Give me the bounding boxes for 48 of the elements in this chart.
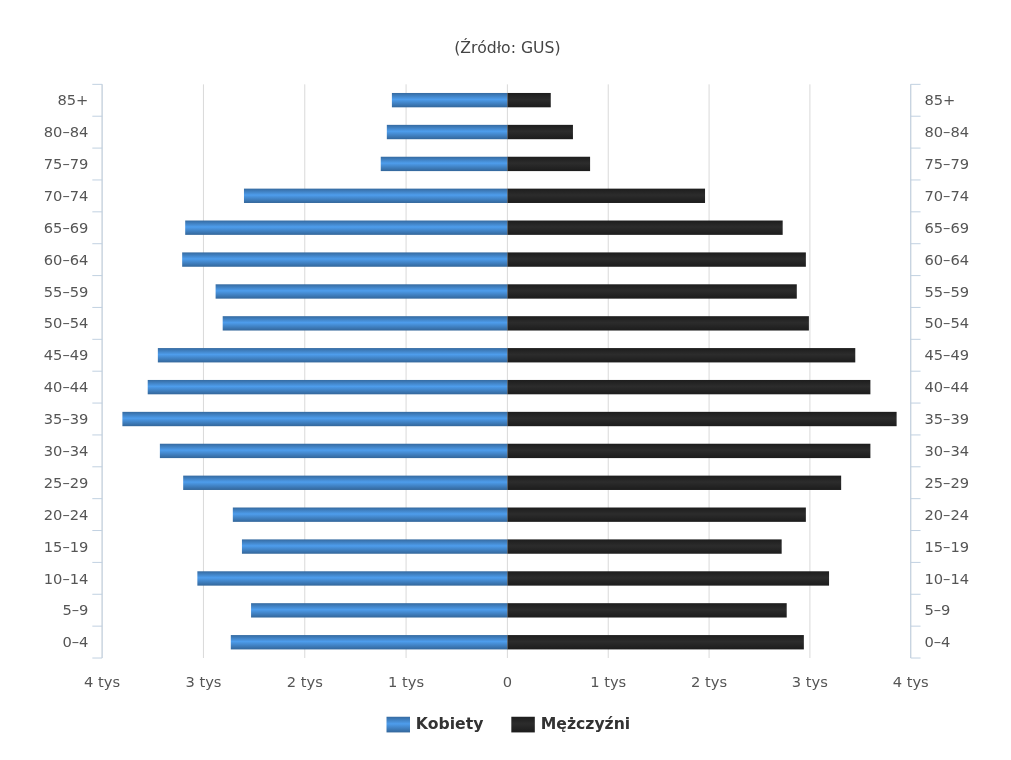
legend-label: Kobiety — [415, 714, 484, 734]
y-tick-label: 10–14 — [43, 569, 89, 587]
x-tick-label: 3 tys — [185, 673, 222, 691]
y-tick-label: 5–9 — [62, 601, 89, 619]
y-tick-label: 60–64 — [43, 250, 89, 268]
y-tick-label: 30–34 — [43, 442, 89, 460]
y-tick-label: 55–59 — [43, 282, 89, 300]
x-tick-label: 2 tys — [691, 673, 728, 691]
y-tick-label: 75–79 — [43, 155, 89, 173]
legend-label: Mężczyźni — [540, 714, 631, 734]
y-tick-label: 25–29 — [43, 473, 89, 491]
y-tick-label: 35–39 — [924, 410, 970, 428]
y-tick-label: 10–14 — [924, 569, 970, 587]
y-tick-label: 0–4 — [62, 633, 89, 651]
y-tick-label: 85+ — [57, 91, 89, 109]
chart-subtitle: (Źródło: GUS) — [454, 38, 561, 58]
y-tick-label: 40–44 — [43, 378, 89, 396]
x-tick-label: 1 tys — [388, 673, 425, 691]
y-tick-label: 40–44 — [924, 378, 970, 396]
y-tick-label: 55–59 — [924, 282, 970, 300]
y-tick-label: 80–84 — [924, 123, 970, 141]
y-tick-label: 25–29 — [924, 473, 970, 491]
y-tick-label: 70–74 — [43, 186, 89, 204]
x-tick-label: 0 — [502, 673, 513, 691]
x-tick-label: 1 tys — [590, 673, 627, 691]
y-tick-label: 85+ — [924, 91, 956, 109]
y-tick-label: 5–9 — [924, 601, 951, 619]
y-tick-label: 50–54 — [43, 314, 89, 332]
y-tick-label: 45–49 — [43, 346, 89, 364]
y-tick-label: 20–24 — [924, 505, 970, 523]
y-tick-label: 15–19 — [43, 537, 89, 555]
y-tick-label: 20–24 — [43, 505, 89, 523]
y-tick-label: 65–69 — [924, 218, 970, 236]
y-tick-label: 0–4 — [924, 633, 951, 651]
y-tick-label: 75–79 — [924, 155, 970, 173]
x-tick-label: 3 tys — [791, 673, 828, 691]
y-tick-label: 30–34 — [924, 442, 970, 460]
x-tick-label: 4 tys — [84, 673, 121, 691]
y-tick-label: 50–54 — [924, 314, 970, 332]
x-tick-label: 4 tys — [892, 673, 929, 691]
y-tick-label: 45–49 — [924, 346, 970, 364]
y-tick-label: 15–19 — [924, 537, 970, 555]
y-tick-label: 80–84 — [43, 123, 89, 141]
y-tick-label: 70–74 — [924, 186, 970, 204]
y-tick-label: 35–39 — [43, 410, 89, 428]
y-tick-label: 60–64 — [924, 250, 970, 268]
x-tick-label: 2 tys — [286, 673, 323, 691]
y-tick-label: 65–69 — [43, 218, 89, 236]
